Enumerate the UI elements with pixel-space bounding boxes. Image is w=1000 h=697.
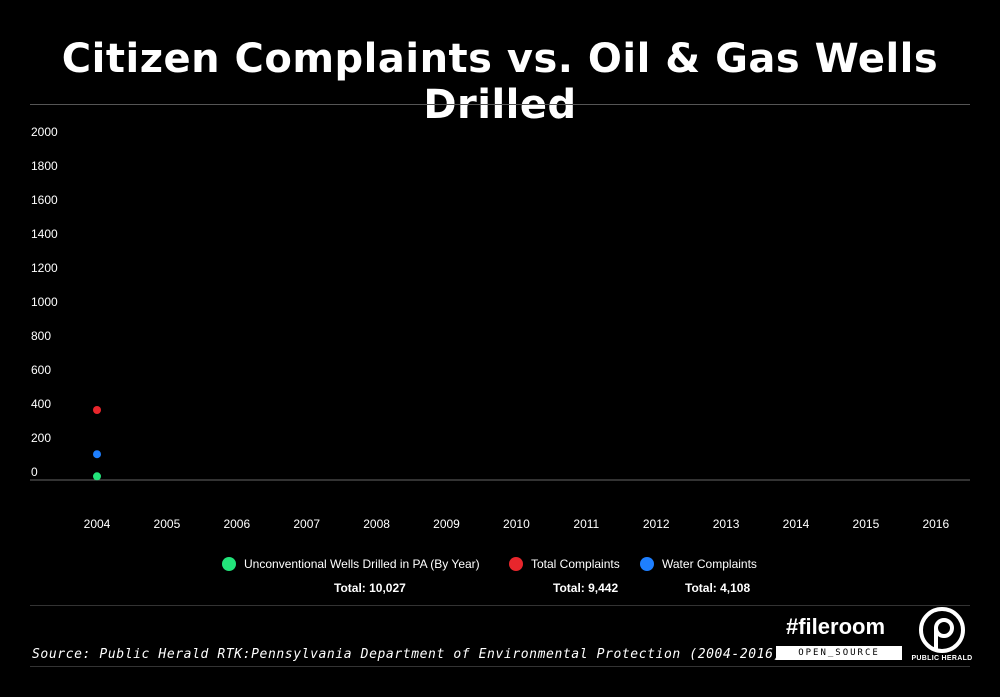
legend-total-water-complaints: Total: 4,108 <box>685 581 751 595</box>
y-tick-label: 1200 <box>31 261 58 275</box>
fileroom-hashtag: #fileroom <box>786 614 886 639</box>
x-tick-label: 2013 <box>713 517 740 531</box>
x-tick-label: 2009 <box>433 517 460 531</box>
y-tick-label: 2000 <box>31 125 58 139</box>
data-point-series-2 <box>93 450 101 459</box>
footer-divider <box>30 666 970 667</box>
legend-label-water-complaints: Water Complaints <box>662 556 757 571</box>
chart-legend: Unconventional Wells Drilled in PA (By Y… <box>0 556 1000 600</box>
x-tick-label: 2007 <box>293 517 320 531</box>
legend-item-water-complaints[interactable]: Water Complaints <box>640 556 757 571</box>
legend-total-total-complaints: Total: 9,442 <box>553 581 619 595</box>
x-tick-label: 2011 <box>573 517 599 531</box>
legend-swatch-wells <box>222 556 236 571</box>
public-herald-logo <box>919 607 965 653</box>
x-tick-label: 2008 <box>363 517 390 531</box>
y-tick-label: 1400 <box>31 227 58 241</box>
legend-label-total-complaints: Total Complaints <box>531 556 620 571</box>
y-tick-label: 1600 <box>31 193 58 207</box>
chart-title: Citizen Complaints vs. Oil & Gas Wells D… <box>61 36 939 128</box>
scatter-chart: 2000180016001400120010008006004002000200… <box>30 125 970 531</box>
x-tick-label: 2012 <box>643 517 670 531</box>
y-tick-label: 400 <box>31 397 51 411</box>
legend-label-wells: Unconventional Wells Drilled in PA (By Y… <box>244 556 480 571</box>
x-tick-label: 2010 <box>503 517 530 531</box>
legend-swatch-water-complaints <box>640 556 654 571</box>
x-tick-label: 2004 <box>84 517 111 531</box>
data-point-series-0 <box>93 472 101 481</box>
legend-item-wells[interactable]: Unconventional Wells Drilled in PA (By Y… <box>222 556 480 571</box>
title-divider <box>30 104 970 105</box>
y-tick-label: 600 <box>31 363 51 377</box>
legend-total-wells: Total: 10,027 <box>334 581 406 595</box>
legend-divider <box>30 605 970 606</box>
x-tick-label: 2014 <box>783 517 810 531</box>
version-badge: OPEN_SOURCE V.1.1 <box>776 646 902 672</box>
y-tick-label: 200 <box>31 431 51 445</box>
x-tick-label: 2006 <box>223 517 250 531</box>
y-tick-label: 1000 <box>31 295 58 309</box>
y-tick-label: 0 <box>31 465 38 479</box>
y-tick-label: 800 <box>31 329 51 343</box>
public-herald-wordmark: PUBLIC HERALD <box>911 655 973 662</box>
x-tick-label: 2015 <box>853 517 880 531</box>
x-tick-label: 2005 <box>154 517 181 531</box>
data-point-series-1 <box>93 406 101 414</box>
legend-swatch-total-complaints <box>509 556 523 571</box>
y-tick-label: 1800 <box>31 159 58 173</box>
x-tick-label: 2016 <box>922 517 949 531</box>
source-note: Source: Public Herald RTK:Pennsylvania D… <box>32 647 782 662</box>
legend-item-total-complaints[interactable]: Total Complaints <box>509 556 620 571</box>
